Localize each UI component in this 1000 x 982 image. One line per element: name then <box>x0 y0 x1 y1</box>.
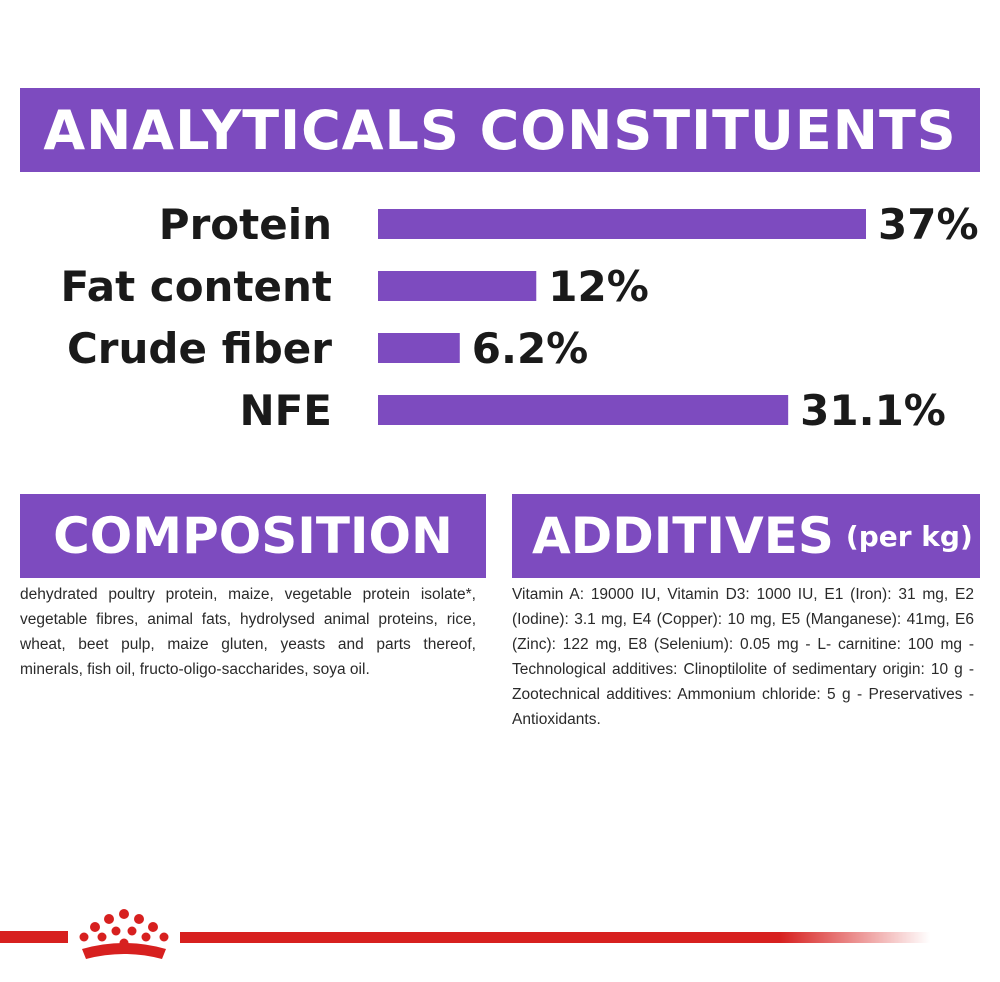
additives-text: Vitamin A: 19000 IU, Vitamin D3: 1000 IU… <box>512 586 974 728</box>
bar-fat-content <box>378 271 537 301</box>
value-label-crude-fiber: 6.2% <box>472 324 588 373</box>
header-banner: ANALYTICALS CONSTITUENTS <box>20 88 980 172</box>
composition-text: dehydrated poultry protein, maize, veget… <box>20 586 476 678</box>
category-label-protein: Protein <box>159 200 332 249</box>
footer-line-left <box>0 931 68 943</box>
category-label-nfe: NFE <box>239 386 332 435</box>
additives-banner: ADDITIVES (per kg) <box>512 494 980 578</box>
category-label-crude-fiber: Crude fiber <box>67 324 332 373</box>
footer-brand-bar <box>0 905 1000 965</box>
bar-protein <box>378 209 866 239</box>
additives-title: ADDITIVES <box>532 507 834 565</box>
value-label-fat-content: 12% <box>548 262 649 311</box>
crown-logo-icon <box>79 909 169 959</box>
bar-crude-fiber <box>378 333 460 363</box>
value-label-protein: 37% <box>878 200 979 249</box>
category-label-fat-content: Fat content <box>61 262 332 311</box>
composition-title: COMPOSITION <box>53 507 453 565</box>
page-title: ANALYTICALS CONSTITUENTS <box>43 98 957 162</box>
footer-line-right <box>180 932 930 943</box>
constituents-bar-chart: Protein 37% Fat content 12% Crude fiber 6.2% N… <box>61 200 979 435</box>
additives-subtitle: (per kg) <box>845 519 973 553</box>
composition-banner: COMPOSITION <box>20 494 486 578</box>
bar-nfe <box>378 395 789 425</box>
value-label-nfe: 31.1% <box>800 386 946 435</box>
